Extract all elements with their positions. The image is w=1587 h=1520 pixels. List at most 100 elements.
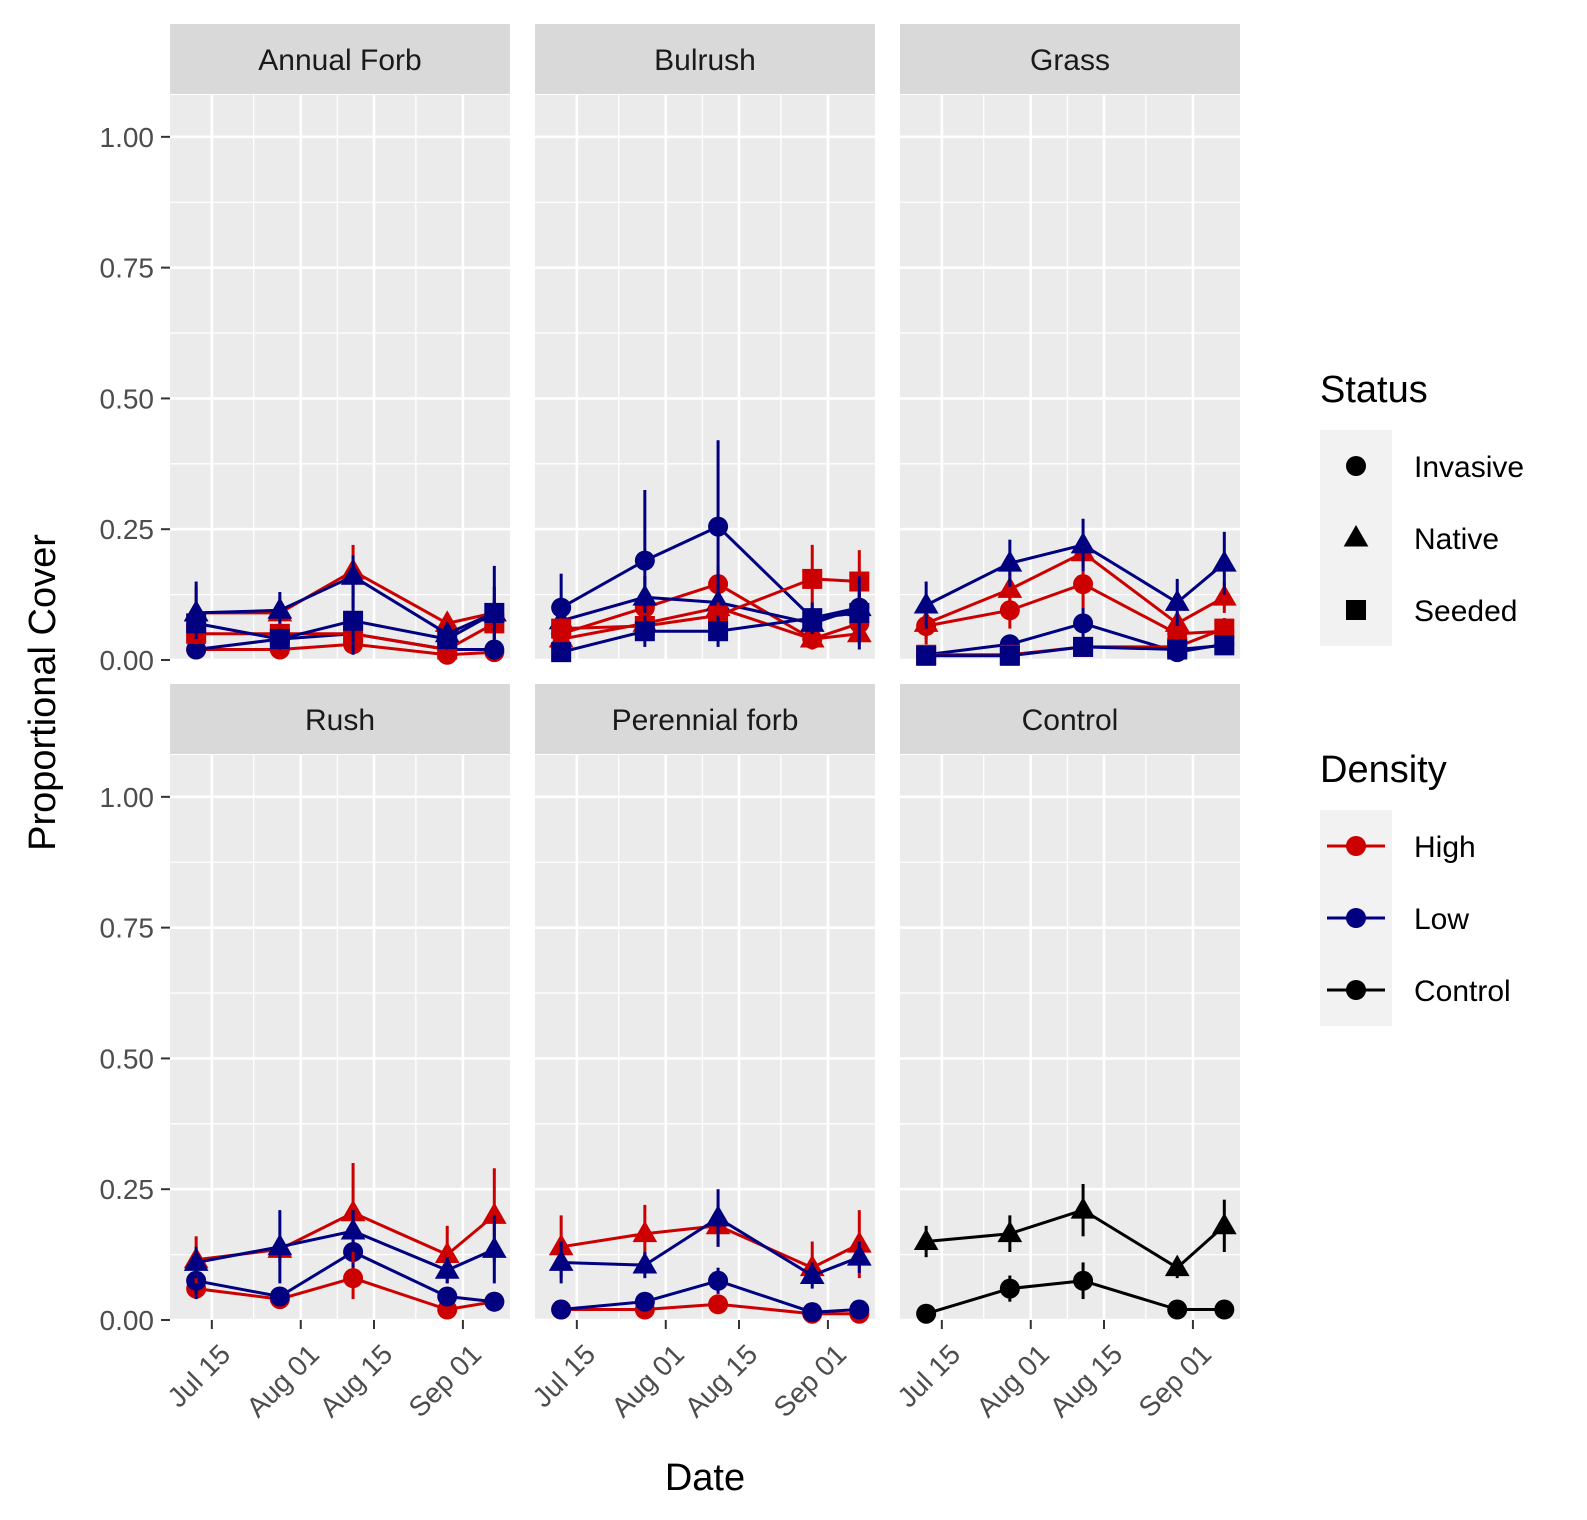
data-point	[849, 602, 870, 623]
y-tick-label: 0.75	[100, 913, 155, 944]
x-tick-label: Sep 01	[768, 1338, 853, 1423]
data-point	[1214, 1299, 1235, 1320]
facet-strip-label: Annual Forb	[258, 44, 421, 77]
data-point	[913, 592, 939, 614]
facet-strip-label: Perennial forb	[612, 704, 799, 737]
facet-strip-label: Rush	[305, 704, 375, 737]
y-tick-label: 0.25	[100, 514, 155, 545]
data-point	[1211, 1212, 1237, 1235]
facet-control: Control	[900, 684, 1240, 1324]
facet-strip	[900, 684, 1240, 754]
facet-strip	[535, 24, 875, 94]
data-point	[269, 629, 290, 650]
facet-strip	[900, 24, 1240, 94]
legend-label: Low	[1414, 903, 1469, 936]
data-point	[434, 1241, 460, 1264]
data-point	[997, 576, 1023, 598]
facet-grass: Grass	[900, 24, 1240, 666]
y-tick-label: 0.50	[100, 1043, 155, 1074]
data-point	[484, 1291, 505, 1312]
data-point	[1167, 639, 1188, 660]
panel-background	[900, 755, 1240, 1320]
x-tick-label: Sep 01	[1133, 1338, 1218, 1423]
legend-entry-seeded: Seeded	[1320, 574, 1517, 646]
facet-strip	[535, 684, 875, 754]
data-point	[802, 568, 823, 589]
data-point	[802, 1302, 823, 1323]
data-point	[634, 1291, 655, 1312]
legend-title: Density	[1320, 749, 1447, 791]
data-point	[1070, 1197, 1096, 1219]
data-point	[551, 642, 572, 663]
y-tick-label: 0.50	[100, 383, 155, 414]
x-tick-label: Jul 15	[161, 1338, 236, 1413]
series-native-control	[913, 1183, 1237, 1279]
legend-status: Status Invasive Native Seeded	[1320, 369, 1524, 646]
panel-background	[170, 95, 510, 660]
x-tick-label: Sep 01	[403, 1338, 488, 1423]
data-point	[1167, 1299, 1188, 1320]
data-point	[999, 1278, 1020, 1299]
data-point	[634, 621, 655, 642]
data-point	[183, 1249, 209, 1271]
data-point	[340, 1218, 366, 1240]
data-point	[634, 550, 655, 571]
data-point	[999, 645, 1020, 666]
legend: Status Invasive Native Seeded Density High Low…	[1320, 369, 1524, 1026]
panel-background	[535, 755, 875, 1320]
legend-key-marker	[1346, 456, 1366, 476]
legend-key-marker	[1346, 836, 1366, 856]
data-point	[708, 1270, 729, 1291]
legend-label: Control	[1414, 975, 1511, 1008]
legend-title: Status	[1320, 369, 1428, 411]
data-point	[799, 626, 825, 648]
data-point	[1073, 613, 1094, 634]
legend-label: Invasive	[1414, 451, 1524, 484]
x-axis-title: Date	[665, 1457, 745, 1499]
data-point	[1073, 574, 1094, 595]
y-tick-label: 0.00	[100, 645, 155, 676]
series-seeded-low	[916, 635, 1235, 666]
facet-strip	[170, 24, 510, 94]
panel-background	[535, 95, 875, 660]
legend-entry-high: High	[1320, 810, 1476, 882]
data-point	[705, 1204, 731, 1227]
data-point	[632, 1220, 658, 1243]
series-invasive-control	[916, 1262, 1235, 1324]
series-seeded-low	[551, 576, 870, 663]
data-point	[799, 1262, 825, 1284]
panel-background	[170, 755, 510, 1320]
data-point	[1073, 636, 1094, 657]
data-point	[1214, 618, 1235, 639]
data-point	[997, 550, 1023, 572]
data-point	[551, 618, 572, 639]
legend-entry-control: Control	[1320, 954, 1511, 1026]
facet-panels: Annual Forb Bulrush Grass Rush Perennial for…	[170, 24, 1240, 1324]
series-invasive-low	[551, 1267, 870, 1323]
legend-label: Native	[1414, 523, 1499, 556]
data-point	[708, 1294, 729, 1315]
y-axis-title: Proportional Cover	[22, 534, 64, 851]
data-point	[849, 1299, 870, 1320]
data-point	[708, 621, 729, 642]
facet-strip-label: Grass	[1030, 44, 1110, 77]
x-tick-label: Aug 01	[970, 1338, 1055, 1423]
data-point	[186, 639, 207, 660]
data-point	[1211, 584, 1237, 606]
series-native-low	[913, 518, 1237, 629]
y-tick-label: 0.75	[100, 253, 155, 284]
facet-strip-label: Control	[1022, 704, 1119, 737]
data-point	[1211, 550, 1237, 572]
legend-key-marker	[1343, 525, 1369, 547]
data-point	[269, 1286, 290, 1307]
data-point	[551, 1299, 572, 1320]
legend-label: High	[1414, 831, 1476, 864]
facet-strip	[170, 684, 510, 754]
data-point	[548, 1249, 574, 1271]
legend-key-marker	[1346, 980, 1366, 1000]
data-point	[916, 645, 937, 666]
y-tick-label: 0.00	[100, 1305, 155, 1336]
data-point	[481, 1202, 507, 1224]
data-point	[632, 584, 658, 606]
